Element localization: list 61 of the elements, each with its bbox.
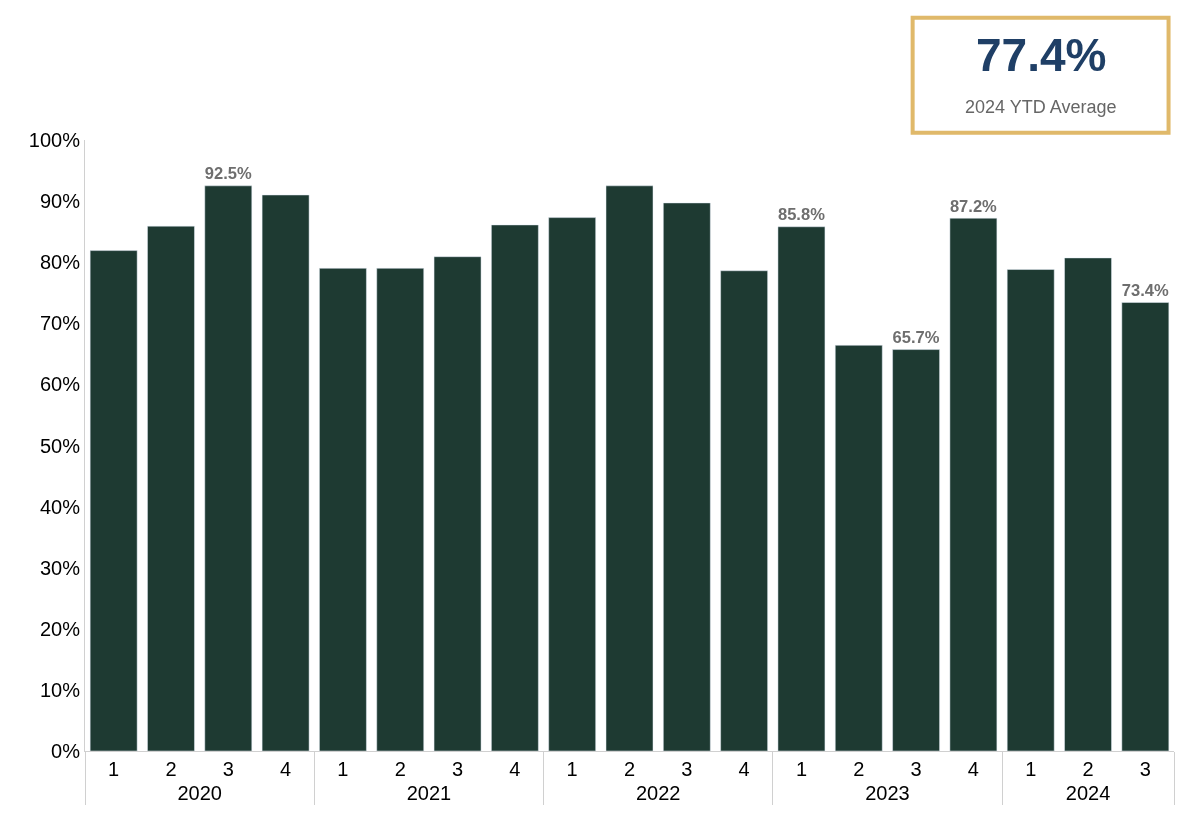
bar bbox=[1064, 257, 1112, 751]
category-label: 4 bbox=[280, 758, 292, 780]
category-label: 4 bbox=[967, 758, 979, 780]
bar bbox=[605, 185, 654, 751]
category-label: 3 bbox=[1139, 758, 1151, 780]
bar bbox=[777, 226, 826, 751]
y-tick-label: 10% bbox=[39, 678, 81, 701]
category-label: 2021 bbox=[406, 782, 452, 804]
category-label: 4 bbox=[738, 758, 750, 780]
bar bbox=[89, 250, 138, 751]
category-label: 2 bbox=[623, 758, 636, 780]
category-label: 1 bbox=[1025, 758, 1037, 780]
bar bbox=[892, 349, 940, 751]
category-label: 1 bbox=[795, 758, 808, 780]
category-label: 4 bbox=[509, 758, 521, 780]
bar bbox=[319, 268, 367, 751]
bar bbox=[720, 270, 768, 751]
category-label: 2022 bbox=[635, 782, 681, 804]
y-tick-label: 90% bbox=[39, 190, 81, 213]
data-label: 85.8% bbox=[777, 205, 826, 225]
category-label: 2 bbox=[1082, 758, 1094, 780]
bar bbox=[1121, 302, 1170, 751]
y-tick-label: 20% bbox=[39, 617, 81, 640]
bar bbox=[433, 256, 482, 751]
bar bbox=[949, 217, 998, 751]
category-label: 2020 bbox=[177, 782, 222, 804]
category-label: 3 bbox=[222, 758, 234, 780]
bar bbox=[548, 217, 596, 751]
y-tick-label: 60% bbox=[39, 373, 81, 396]
category-label: 2024 bbox=[1065, 782, 1111, 804]
category-label: 2023 bbox=[865, 782, 910, 804]
category-label: 2 bbox=[853, 758, 865, 780]
y-tick-label: 50% bbox=[39, 434, 81, 457]
category-label: 1 bbox=[337, 758, 349, 780]
data-label: 65.7% bbox=[892, 328, 940, 348]
data-label: 73.4% bbox=[1121, 281, 1170, 301]
bar bbox=[376, 268, 424, 751]
bar bbox=[663, 202, 711, 751]
data-label: 92.5% bbox=[204, 164, 252, 184]
y-tick-label: 100% bbox=[28, 129, 81, 151]
category-label: 1 bbox=[566, 758, 578, 780]
category-label: 2 bbox=[394, 758, 406, 780]
bar bbox=[1006, 269, 1055, 751]
bar bbox=[204, 185, 253, 751]
y-tick-label: 0% bbox=[51, 740, 81, 762]
data-label: 87.2% bbox=[949, 196, 998, 216]
y-tick-label: 30% bbox=[39, 556, 81, 579]
category-label: 1 bbox=[108, 758, 120, 780]
category-label: 2 bbox=[165, 758, 177, 780]
y-tick-label: 70% bbox=[39, 312, 81, 335]
text: 2024 YTD Average bbox=[965, 97, 1117, 117]
category-label: 3 bbox=[451, 758, 464, 780]
y-tick-label: 40% bbox=[39, 495, 81, 518]
bar bbox=[491, 224, 539, 751]
y-tick-label: 80% bbox=[39, 251, 81, 274]
text: 77.4% bbox=[976, 29, 1107, 81]
category-label: 3 bbox=[681, 758, 693, 780]
bar bbox=[261, 194, 310, 751]
bar bbox=[835, 345, 883, 751]
bar bbox=[147, 225, 195, 751]
category-label: 3 bbox=[910, 758, 922, 780]
